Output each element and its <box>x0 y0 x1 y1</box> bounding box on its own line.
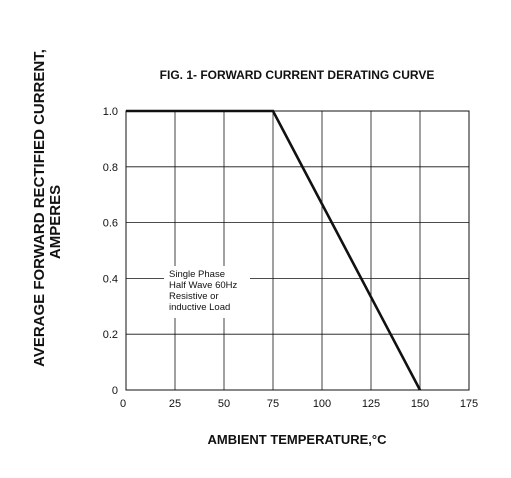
annotation-line-3: Resistive or <box>169 291 219 302</box>
x-tick-label: 25 <box>169 398 181 410</box>
x-axis-label: AMBIENT TEMPERATURE,°C <box>207 432 387 447</box>
x-tick-label: 125 <box>362 398 380 410</box>
x-tick-label: 175 <box>460 398 478 410</box>
derating-curve-line <box>126 109 422 391</box>
annotation-background <box>164 266 250 318</box>
x-tick-label: 0 <box>120 398 126 410</box>
x-tick-labels: 0 25 50 75 100 125 150 175 <box>120 398 478 410</box>
x-tick-label: 75 <box>267 398 279 410</box>
annotation-line-4: inductive Load <box>169 302 230 313</box>
y-tick-label: 1.0 <box>103 106 118 118</box>
x-tick-label: 150 <box>411 398 429 410</box>
annotation-line-2: Half Wave 60Hz <box>169 280 238 291</box>
x-tick-label: 100 <box>313 398 331 410</box>
y-tick-labels: 0 0.2 0.4 0.6 0.8 1.0 <box>103 106 118 397</box>
y-axis-label-line-2: AMPERES <box>47 185 64 259</box>
y-tick-label: 0.2 <box>103 329 118 341</box>
annotation-line-1: Single Phase <box>169 269 225 280</box>
grid-lines <box>125 110 470 391</box>
y-tick-label: 0.6 <box>103 218 118 230</box>
annotation-box: Single Phase Half Wave 60Hz Resistive or… <box>164 266 250 318</box>
y-tick-label: 0.4 <box>103 273 118 285</box>
y-tick-label: 0 <box>112 385 118 397</box>
plot-frame <box>125 110 470 391</box>
chart-title: FIG. 1- FORWARD CURRENT DERATING CURVE <box>160 68 435 82</box>
y-tick-label: 0.8 <box>103 162 118 174</box>
x-tick-label: 50 <box>218 398 230 410</box>
y-axis-label-line-1: AVERAGE FORWARD RECTIFIED CURRENT, <box>31 49 48 367</box>
